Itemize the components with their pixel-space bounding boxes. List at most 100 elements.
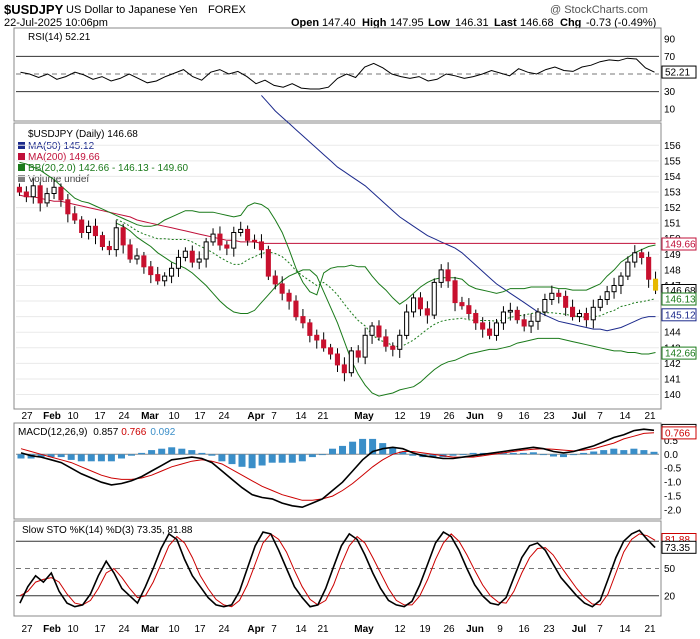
macd-histogram-bar [118, 454, 125, 459]
macd-histogram-bar [630, 448, 638, 455]
candle-body [65, 199, 71, 215]
stochastic-tick-label: 50 [664, 564, 676, 575]
instrument-name: US Dollar to Japanese Yen [66, 4, 197, 16]
macd-tick-label: 0.0 [664, 450, 678, 461]
macd-histogram-bar [600, 450, 608, 455]
candle-body [37, 185, 43, 204]
bottom-x-label: 24 [218, 624, 230, 635]
candle-body [224, 244, 230, 249]
candle-body [314, 334, 320, 341]
chg-label: Chg [560, 17, 581, 29]
candle-body [210, 233, 216, 243]
candle-body [286, 292, 292, 302]
open-label: Open [291, 17, 319, 29]
bottom-x-label: 9 [497, 624, 503, 635]
bottom-x-label: 14 [619, 624, 631, 635]
exchange: FOREX [208, 4, 247, 16]
macd-histogram-bar [107, 454, 115, 462]
candle-body [238, 228, 244, 233]
macd-histogram-bar [248, 454, 256, 469]
macd-line [20, 428, 655, 509]
price-x-label: May [354, 411, 374, 422]
candle-body [148, 266, 154, 276]
candle-body [196, 258, 202, 263]
candle-body [466, 305, 472, 315]
macd-histogram-bar [47, 454, 55, 458]
candle-body [542, 299, 548, 313]
macd-histogram-bar [459, 454, 467, 456]
candle-body [646, 256, 652, 280]
bottom-x-label: May [354, 624, 374, 635]
candle-body [258, 241, 264, 251]
candle-body [162, 275, 168, 282]
candle-body [328, 347, 334, 355]
bottom-x-label: 23 [543, 624, 555, 635]
macd-histogram-bar [369, 438, 377, 455]
bottom-x-label: 21 [317, 624, 329, 635]
price-x-label: 23 [543, 411, 555, 422]
macd-title: MACD(12,26,9) 0.857 0.766 0.092 [18, 427, 176, 438]
macd-histogram-bar [560, 454, 567, 458]
candle-body [217, 233, 223, 246]
candle-body [528, 320, 534, 327]
candle-body [563, 295, 569, 308]
price-x-label: 21 [317, 411, 329, 422]
price-x-label: 27 [21, 411, 33, 422]
price-panel-frame [13, 122, 662, 410]
candle-body [390, 345, 396, 350]
legend-swatch-bb [18, 164, 25, 171]
price-tick-label: 142 [664, 359, 681, 370]
candle-body [252, 239, 258, 243]
candle-body [521, 319, 527, 327]
macd-histogram-bar [67, 454, 75, 460]
price-x-label: 26 [443, 411, 455, 422]
macd-histogram-bar [57, 454, 65, 458]
candle-body [265, 249, 271, 277]
stochastic-tag: 73.35 [665, 543, 690, 554]
candle-body [175, 256, 181, 269]
candle-body [549, 292, 555, 300]
rsi-tick-label: 30 [664, 87, 676, 98]
candle-body [16, 186, 22, 193]
candle-body [127, 244, 133, 260]
candle-body [618, 275, 624, 286]
candle-body [272, 275, 278, 285]
rsi-tick-label: 90 [664, 34, 676, 45]
price-x-label: Feb [43, 411, 61, 422]
candle-body [417, 297, 423, 310]
macd-histogram-bar [359, 438, 367, 455]
high-label: High [362, 17, 387, 29]
price-tag: 146.68 [665, 286, 696, 297]
price-tag-box [661, 346, 697, 360]
candle-body [203, 241, 209, 260]
bottom-x-label: 27 [21, 624, 33, 635]
macd-histogram-bar [590, 451, 598, 455]
candle-body [597, 299, 603, 308]
ma50-line [261, 95, 656, 332]
bottom-x-label: 14 [295, 624, 307, 635]
candle-body [376, 325, 382, 338]
candle-body [58, 186, 64, 201]
macd-histogram-bar [519, 452, 527, 455]
candle-body [632, 252, 638, 263]
candle-body [113, 227, 119, 251]
macd-histogram-bar [148, 450, 156, 455]
candle-body [341, 364, 347, 374]
candle-body [120, 227, 126, 246]
stochastic-tick-label: 20 [664, 591, 676, 602]
price-legend: MA(50) 145.12 MA(200) 149.66 BB(20,2.0) … [18, 141, 189, 185]
candle-body [514, 309, 520, 321]
macd-histogram-bar [168, 447, 176, 455]
macd-histogram-bar [449, 454, 457, 456]
bottom-x-label: Apr [247, 624, 264, 635]
candle-body [44, 193, 50, 204]
watermark: @ StockCharts.com [550, 4, 648, 16]
price-x-label: 24 [118, 411, 130, 422]
macd-histogram-bar [640, 450, 648, 455]
price-tick-label: 140 [664, 390, 681, 401]
chart-header: $USDJPY US Dollar to Japanese Yen FOREX … [4, 2, 656, 29]
bb-lower-line [116, 222, 656, 397]
ma200-line [19, 194, 656, 244]
